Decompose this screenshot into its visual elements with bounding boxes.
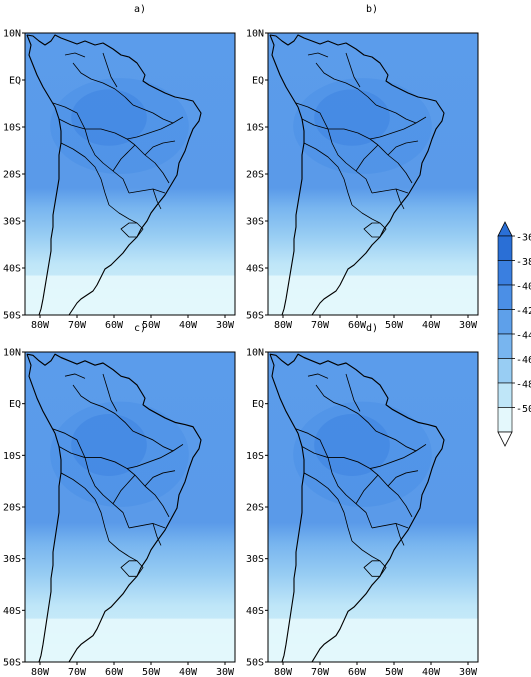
contour-band-50 (268, 618, 478, 662)
lon-tick-label: 60W (105, 667, 124, 677)
panel-title: c) (134, 323, 146, 334)
lat-tick-label: 20S (246, 503, 264, 514)
lon-tick-label: 30W (459, 667, 478, 677)
colorbar-label: -40 (516, 282, 531, 293)
lat-tick-label: 30S (246, 554, 264, 565)
lat-tick-label: 50S (246, 311, 264, 322)
lon-tick-label: 80W (274, 667, 293, 677)
lat-tick-label: 30S (246, 217, 264, 228)
field-background (25, 352, 235, 662)
lon-tick-label: 60W (348, 667, 367, 677)
colorbar-swatch (497, 333, 513, 359)
lat-tick-label: 10N (246, 29, 264, 40)
colorbar-swatch (497, 260, 513, 286)
lat-tick-label: 10S (246, 451, 264, 462)
contour-band-50 (268, 275, 478, 315)
map-panel-d: d) 10N EQ 10S 20S 30S 40S 50S 80W 70W 60W 50W 40W 30W (246, 323, 479, 677)
contour-band-38 (314, 89, 390, 146)
panel-title: b) (366, 4, 378, 15)
lon-tick-label: 30W (216, 320, 235, 331)
lat-tick-label: EQ (9, 399, 21, 410)
contour-band-38 (314, 414, 390, 476)
lon-tick-label: 50W (385, 667, 404, 677)
map-panel-a: a) 10N EQ 10S 20S 30S 40S 50S 80W 70W 60W 50W 40W 30W (3, 4, 236, 331)
lon-tick-label: 80W (31, 667, 50, 677)
colorbar-label: -48 (516, 380, 531, 391)
lat-tick-label: EQ (252, 399, 264, 410)
lat-tick-label: 20S (246, 170, 264, 181)
panel-title: a) (134, 4, 146, 15)
lat-tick-label: 10S (3, 451, 21, 462)
lon-tick-label: 40W (179, 667, 198, 677)
field-background (268, 33, 478, 315)
contour-band-40 (293, 78, 432, 174)
lon-tick-label: 70W (68, 320, 87, 331)
lat-tick-label: 10N (246, 348, 264, 359)
contour-band-40 (50, 78, 189, 174)
field-background (25, 33, 235, 315)
lat-tick-label: 10N (3, 29, 21, 40)
lat-tick-label: 50S (246, 658, 264, 669)
colorbar-swatch (497, 235, 513, 261)
lat-tick-label: 20S (3, 503, 21, 514)
lat-tick-label: 50S (3, 311, 21, 322)
lon-tick-label: 50W (385, 320, 404, 331)
colorbar-label: -36 (516, 233, 531, 244)
lat-tick-label: 40S (246, 264, 264, 275)
lat-tick-label: EQ (9, 76, 21, 87)
colorbar-top-arrow (497, 221, 513, 237)
colorbar-swatch (497, 407, 513, 433)
lat-tick-label: 30S (3, 217, 21, 228)
lat-tick-label: 10S (3, 123, 21, 134)
lon-tick-label: 50W (142, 667, 161, 677)
lat-tick-label: 30S (3, 554, 21, 565)
lon-tick-label: 70W (311, 320, 330, 331)
panel-title: d) (366, 323, 378, 334)
lon-tick-label: 40W (422, 320, 441, 331)
lat-tick-label: 40S (246, 606, 264, 617)
lon-tick-label: 30W (459, 320, 478, 331)
contour-band-38 (71, 89, 147, 146)
lon-tick-label: 70W (311, 667, 330, 677)
contour-band-50 (25, 618, 235, 662)
lon-tick-label: 60W (105, 320, 124, 331)
colorbar-label: -50 (516, 404, 531, 415)
field-background (268, 352, 478, 662)
lon-tick-label: 30W (216, 667, 235, 677)
lat-tick-label: 10N (3, 348, 21, 359)
colorbar-bottom-arrow (497, 431, 513, 447)
lon-tick-label: 40W (179, 320, 198, 331)
colorbar-label: -42 (516, 306, 531, 317)
lat-tick-label: 50S (3, 658, 21, 669)
lon-tick-label: 50W (142, 320, 161, 331)
contour-band-40 (293, 401, 432, 507)
lon-tick-label: 40W (422, 667, 441, 677)
lat-tick-label: 20S (3, 170, 21, 181)
lon-tick-label: 70W (68, 667, 87, 677)
contour-band-50 (25, 275, 235, 315)
lat-tick-label: EQ (252, 76, 264, 87)
colorbar: -36 -38 -40 -42 -44 -46 -48 -50 (497, 221, 531, 447)
contour-band-38 (71, 414, 147, 476)
colorbar-label: -46 (516, 355, 531, 366)
contour-band-40 (50, 401, 189, 507)
colorbar-swatch (497, 358, 513, 384)
map-panel-b: b) 10N EQ 10S 20S 30S 40S 50S 80W 70W 60W 50W 40W 30W (246, 4, 479, 331)
lat-tick-label: 40S (3, 606, 21, 617)
colorbar-swatch (497, 309, 513, 335)
colorbar-swatch (497, 284, 513, 310)
lon-tick-label: 80W (274, 320, 293, 331)
map-panel-c: c) 10N EQ 10S 20S 30S 40S 50S 80W 70W 60W 50W 40W 30W (3, 323, 236, 677)
colorbar-label: -44 (516, 331, 531, 342)
colorbar-label: -38 (516, 257, 531, 268)
lat-tick-label: 40S (3, 264, 21, 275)
colorbar-swatch (497, 382, 513, 408)
lon-tick-label: 80W (31, 320, 50, 331)
lat-tick-label: 10S (246, 123, 264, 134)
lon-tick-label: 60W (348, 320, 367, 331)
